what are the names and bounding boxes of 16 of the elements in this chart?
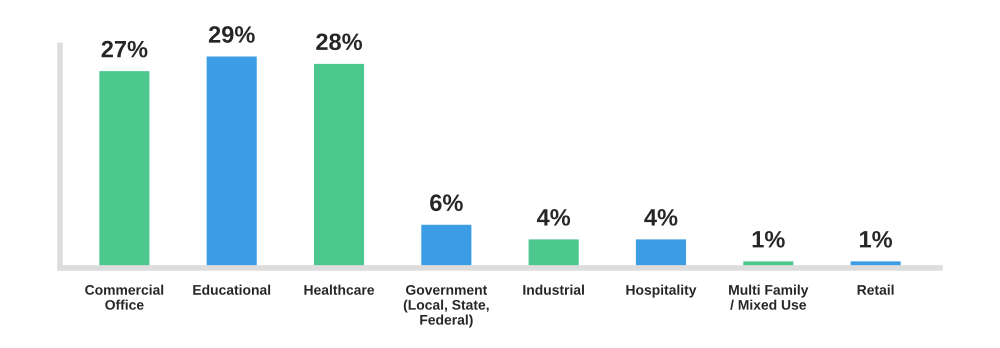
x-tick-label: Healthcare — [304, 284, 374, 295]
x-tick-label: Industrial — [523, 284, 584, 295]
data-label: 1% — [752, 230, 785, 248]
x-tick-label: Government (Local, State, Federal) — [404, 284, 489, 328]
data-label: 28% — [316, 33, 362, 50]
x-tick-label: Educational — [193, 284, 270, 295]
x-tick-label: Retail — [858, 284, 894, 295]
data-label: 4% — [644, 209, 678, 226]
data-label: 1% — [860, 230, 892, 248]
x-tick-label: Commercial Office — [85, 284, 164, 310]
data-label: 29% — [208, 26, 255, 43]
x-tick-label: Hospitality — [626, 284, 696, 298]
x-tick-label: Multi Family / Mixed Use — [729, 284, 808, 310]
data-label: 4% — [536, 209, 570, 226]
data-label: 6% — [430, 194, 463, 212]
data-label: 27% — [102, 40, 148, 58]
